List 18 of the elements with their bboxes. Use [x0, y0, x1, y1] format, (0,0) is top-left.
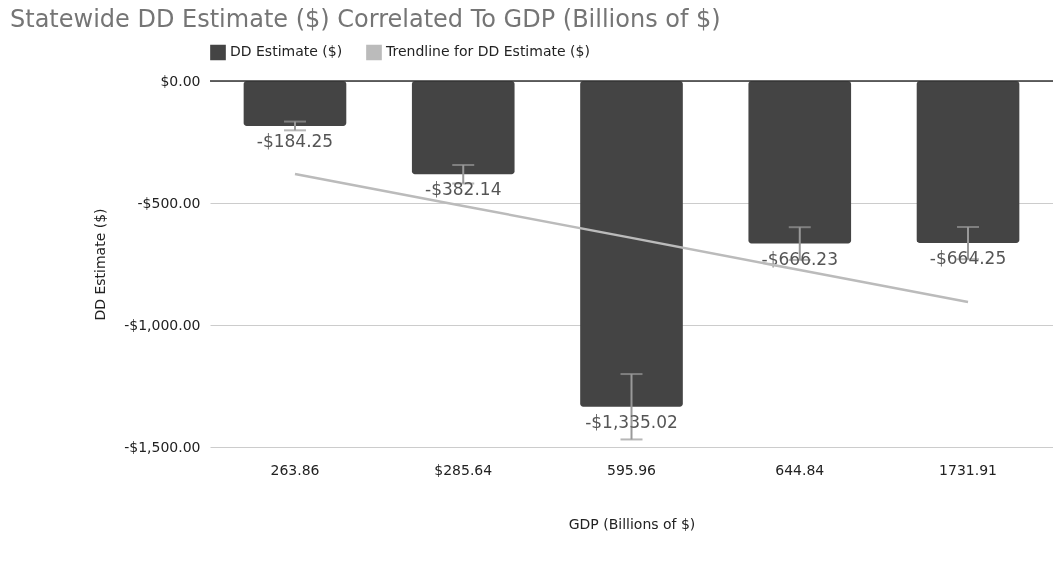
x-tick-label: 644.84	[775, 461, 825, 478]
legend-label: DD Estimate ($)	[230, 43, 343, 60]
x-tick-label: 1731.91	[939, 461, 997, 478]
x-tick-label: 595.96	[607, 461, 657, 478]
chart-title: Statewide DD Estimate ($) Correlated To GDP (Billions of $)	[10, 5, 721, 33]
y-tick-label: -$500.00	[137, 194, 201, 211]
data-label: -$382.14	[425, 179, 502, 200]
y-tick-label: -$1,000.00	[124, 316, 201, 333]
y-tick-label: -$1,500.00	[124, 438, 201, 455]
y-tick-label: $0.00	[160, 72, 201, 89]
data-label: -$664.25	[929, 248, 1007, 269]
data-label: -$184.25	[256, 130, 334, 151]
data-label: -$666.23	[761, 248, 838, 269]
x-axis-title: GDP (Billions of $)	[568, 515, 696, 532]
x-tick-label: 263.86	[270, 461, 320, 478]
x-tick-label: $285.64	[434, 461, 493, 478]
y-axis-title: DD Estimate ($)	[92, 208, 109, 321]
legend-label: Trendline for DD Estimate ($)	[385, 43, 590, 60]
